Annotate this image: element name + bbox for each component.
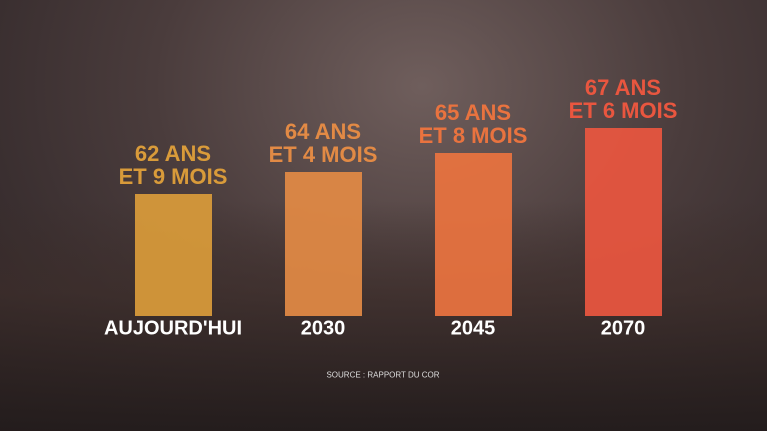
bar [584,127,662,316]
category-label: 2045 [450,317,496,340]
category-label: 2030 [300,317,346,340]
bar [134,194,212,316]
value-label: 64 ANS ET 4 MOIS [268,118,378,168]
value-label: 67 ANS ET 6 MOIS [568,74,678,123]
bar [434,153,512,316]
source-note: SOURCE : RAPPORT DU COR [326,370,440,380]
category-label: AUJOURD'HUI [103,317,243,340]
value-label: 62 ANS ET 9 MOIS [118,140,228,190]
value-label: 65 ANS ET 8 MOIS [418,100,528,149]
bar [284,172,362,316]
category-label: 2070 [600,317,646,340]
